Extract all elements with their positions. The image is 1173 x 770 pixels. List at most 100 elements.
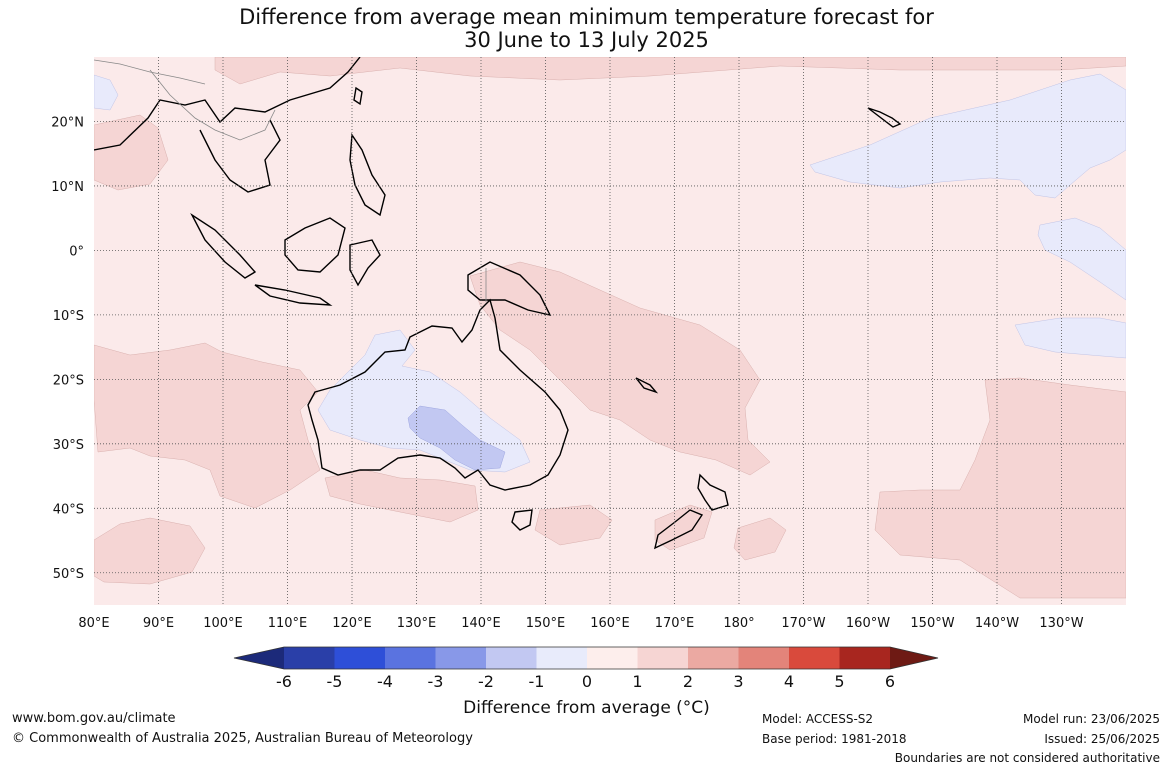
warm-region-chatham-rise bbox=[733, 517, 787, 561]
colorbar-min-extension bbox=[234, 647, 284, 669]
colorbar-title: Difference from average (°C) bbox=[463, 698, 710, 718]
colorbar bbox=[233, 646, 939, 670]
forecast-map: 80°E 90°E 100°E 110°E 120°E 130°E 140°E 150°E 16… bbox=[51, 57, 1126, 691]
longitude-tick-label: 150°W bbox=[910, 616, 954, 631]
coastline-nz-north bbox=[697, 473, 729, 511]
latitude-tick-label: 0° bbox=[69, 244, 84, 259]
colorbar-tick-label: 3 bbox=[733, 672, 743, 691]
coastline-borneo bbox=[284, 217, 346, 273]
coastlines bbox=[94, 57, 902, 550]
coastline-java bbox=[254, 284, 333, 306]
border-himalaya bbox=[94, 59, 206, 85]
colorbar-bin bbox=[738, 647, 790, 669]
anomaly-warm-regions bbox=[94, 57, 1126, 599]
coastline-taiwan bbox=[353, 86, 363, 106]
colorbar-tick-label: 6 bbox=[885, 672, 895, 691]
map-title-line2: 30 June to 13 July 2025 bbox=[464, 28, 709, 52]
longitude-tick-label: 180° bbox=[723, 616, 754, 631]
colorbar-tick-label: 2 bbox=[683, 672, 693, 691]
cool-region-east-south-pacific bbox=[1014, 317, 1126, 359]
border-indochina bbox=[149, 69, 276, 141]
country-borders bbox=[94, 59, 487, 302]
cool-region-east-equatorial-pacific bbox=[1037, 217, 1126, 301]
cool-region-north-pacific bbox=[809, 73, 1126, 199]
colorbar-tick-label: 5 bbox=[834, 672, 844, 691]
coastline-new-guinea bbox=[467, 261, 552, 317]
longitude-tick-label: 100°E bbox=[203, 616, 243, 631]
footer-base-period: Base period: 1981-2018 bbox=[762, 732, 907, 746]
latitude-tick-label: 20°N bbox=[51, 115, 84, 130]
footer-copyright: © Commonwealth of Australia 2025, Austra… bbox=[12, 731, 473, 746]
colorbar-bin bbox=[435, 647, 487, 669]
longitude-tick-label: 170°E bbox=[655, 616, 695, 631]
longitude-tick-label: 170°W bbox=[781, 616, 825, 631]
longitude-tick-label: 130°W bbox=[1039, 616, 1083, 631]
colorbar-bin bbox=[334, 647, 386, 669]
warm-region-southern-ocean bbox=[94, 517, 206, 585]
latitude-tick-label: 10°N bbox=[51, 180, 84, 195]
latitude-tick-label: 20°S bbox=[53, 373, 84, 388]
longitude-tick-label: 160°W bbox=[846, 616, 890, 631]
latitude-labels: 20°N 10°N 0° 10°S 20°S 30°S 40°S 50°S bbox=[51, 115, 84, 581]
warm-region-south-pacific-east bbox=[874, 377, 1126, 599]
colorbar-bin bbox=[688, 647, 739, 669]
colorbar-tick-label: 0 bbox=[582, 672, 592, 691]
coastline-new-caledonia bbox=[635, 377, 659, 394]
colorbar-tick-label: -1 bbox=[529, 672, 545, 691]
colorbar-outline bbox=[233, 646, 939, 670]
longitude-tick-label: 80°E bbox=[78, 616, 109, 631]
footer-url[interactable]: www.bom.gov.au/climate bbox=[12, 711, 176, 726]
latitude-tick-label: 40°S bbox=[53, 502, 84, 517]
latitude-tick-label: 30°S bbox=[53, 438, 84, 453]
longitude-tick-label: 150°E bbox=[526, 616, 566, 631]
coastline-nz-south bbox=[653, 509, 704, 550]
footer-model: Model: ACCESS-S2 bbox=[762, 712, 874, 726]
coastline-indochina bbox=[199, 119, 281, 193]
colorbar-tick-label: 4 bbox=[784, 672, 794, 691]
colorbar-bin bbox=[839, 647, 891, 669]
longitude-labels: 80°E 90°E 100°E 110°E 120°E 130°E 140°E 150°E 16… bbox=[78, 616, 1083, 631]
colorbar-tick-labels: -6 -5 -4 -3 -2 -1 0 1 2 3 4 5 6 bbox=[276, 672, 895, 691]
warm-region-north-band bbox=[214, 57, 1126, 85]
warm-region-great-australian-bight bbox=[324, 469, 479, 523]
coastline-hawaii bbox=[867, 107, 902, 128]
colorbar-tick-label: -3 bbox=[428, 672, 444, 691]
coastline-sulawesi bbox=[349, 239, 381, 287]
latitude-tick-label: 10°S bbox=[53, 309, 84, 324]
coastline-tasmania bbox=[511, 509, 533, 531]
longitude-tick-label: 90°E bbox=[143, 616, 174, 631]
colorbar-tick-label: -2 bbox=[478, 672, 494, 691]
colorbar-bin bbox=[637, 647, 689, 669]
colorbar-tick-label: 1 bbox=[632, 672, 642, 691]
warm-region-new-zealand-east bbox=[654, 504, 713, 551]
colorbar-bin bbox=[536, 647, 588, 669]
colorbar-bin bbox=[587, 647, 638, 669]
colorbar-tick-label: -5 bbox=[327, 672, 343, 691]
colorbar-bin bbox=[789, 647, 840, 669]
colorbar-tick-label: -6 bbox=[276, 672, 292, 691]
map-title-line1: Difference from average mean minimum tem… bbox=[239, 5, 934, 29]
cool-region-tibet bbox=[94, 74, 119, 111]
coastline-australia bbox=[307, 298, 569, 491]
longitude-tick-label: 160°E bbox=[590, 616, 630, 631]
colorbar-bin bbox=[385, 647, 436, 669]
longitude-tick-label: 110°E bbox=[268, 616, 308, 631]
footer-disclaimer: Boundaries are not considered authoritat… bbox=[894, 751, 1160, 765]
colorbar-max-extension bbox=[890, 647, 938, 669]
graticule bbox=[94, 57, 1126, 605]
colorbar-bin bbox=[284, 647, 335, 669]
footer-issued: Issued: 25/06/2025 bbox=[1044, 732, 1160, 746]
longitude-tick-label: 130°E bbox=[397, 616, 437, 631]
longitude-tick-label: 120°E bbox=[332, 616, 372, 631]
longitude-tick-label: 140°W bbox=[975, 616, 1019, 631]
warm-region-indian-ocean bbox=[94, 342, 321, 509]
longitude-tick-label: 140°E bbox=[461, 616, 501, 631]
coastline-sumatra bbox=[190, 212, 257, 279]
latitude-tick-label: 50°S bbox=[53, 567, 84, 582]
footer-model-run: Model run: 23/06/2025 bbox=[1022, 712, 1160, 726]
warm-region-india bbox=[94, 114, 169, 191]
colorbar-bin bbox=[486, 647, 537, 669]
coastline-se-asia bbox=[94, 57, 361, 151]
warm-region-new-zealand-south bbox=[534, 504, 613, 546]
colorbar-tick-label: -4 bbox=[377, 672, 393, 691]
